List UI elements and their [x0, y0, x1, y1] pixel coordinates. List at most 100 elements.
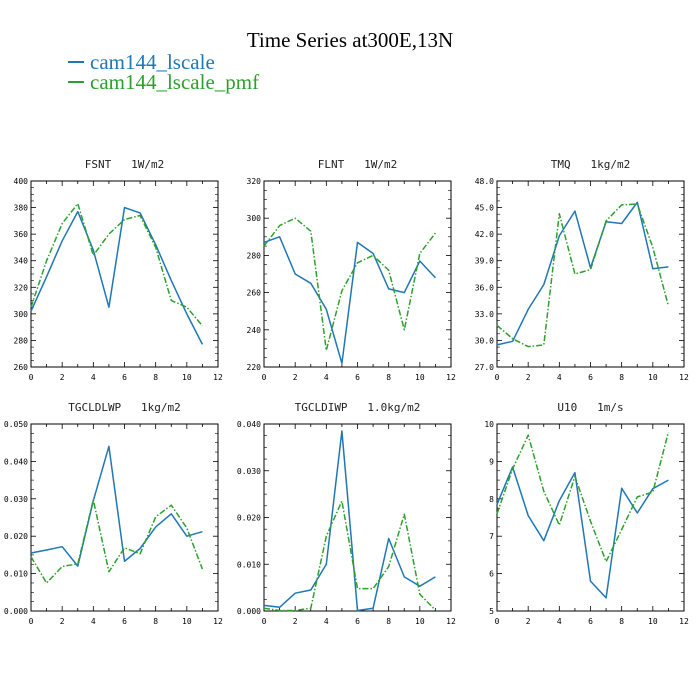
y-tick-label: 260 — [247, 289, 262, 298]
plot-frame — [263, 423, 452, 612]
y-tick-label: 9 — [489, 457, 494, 466]
series-line-lscale — [496, 466, 669, 599]
y-tick-label: 320 — [247, 177, 262, 186]
y-tick-label: 0.000 — [4, 607, 28, 616]
y-tick-label: 0.030 — [4, 495, 28, 504]
y-tick-label: 300 — [247, 214, 262, 223]
y-tick-label: 30.0 — [475, 336, 494, 345]
x-tick-label: 10 — [648, 617, 658, 626]
x-tick-label: 8 — [153, 617, 158, 626]
page-title: Time Series at300E,13N — [246, 28, 454, 52]
x-tick-label: 0 — [29, 617, 34, 626]
series-line-lscale — [30, 206, 204, 345]
legend-item-lscale-pmf: cam144_lscale_pmf — [68, 70, 259, 94]
series-line-lscale — [30, 445, 203, 567]
plot-frame — [263, 180, 452, 368]
x-tick-label: 0 — [29, 373, 34, 382]
y-tick-label: 8 — [489, 495, 494, 504]
chart-panel-6: U10 1m/s 0 2 4 6 8 10 12 5 6 7 8 9 10 — [484, 401, 689, 626]
y-tick-label: 0.040 — [4, 457, 28, 466]
x-tick-label: 4 — [91, 617, 96, 626]
legend-label: cam144_lscale — [90, 49, 215, 74]
legend-item-lscale: cam144_lscale — [68, 50, 215, 74]
x-tick-label: 6 — [588, 617, 593, 626]
x-tick-label: 4 — [324, 617, 329, 626]
x-tick-label: 8 — [619, 373, 624, 382]
y-tick-label: 360 — [14, 230, 29, 239]
plot-frame — [30, 423, 219, 612]
series-line-lscale-pmf — [263, 217, 436, 352]
x-tick-label: 4 — [91, 373, 96, 382]
plot-frame — [496, 423, 685, 612]
y-tick-label: 5 — [489, 607, 494, 616]
x-tick-label: 2 — [293, 617, 298, 626]
chart-panel-4: TGCLDLWP 1kg/m2 0 2 4 6 8 10 12 0.000 0.010 0.020 0… — [4, 401, 223, 626]
x-tick-label: 10 — [415, 373, 425, 382]
x-tick-label: 8 — [386, 617, 391, 626]
chart-title: FLNT 1W/m2 — [318, 158, 397, 171]
y-tick-label: 300 — [14, 310, 29, 319]
legend-line-icon — [68, 81, 84, 83]
x-tick-label: 12 — [446, 617, 456, 626]
chart-title: U10 1m/s — [557, 401, 623, 414]
x-tick-label: 10 — [415, 617, 425, 626]
series-line-lscale — [263, 236, 436, 365]
chart-panel-1: FSNT 1W/m2 0 2 4 6 8 10 12 260 280 300 320 340 360 380… — [14, 158, 223, 382]
y-tick-label: 10 — [484, 420, 494, 429]
x-tick-label: 4 — [557, 373, 562, 382]
x-tick-label: 10 — [182, 373, 192, 382]
series-line-lscale-pmf — [496, 432, 670, 563]
y-tick-label: 39.0 — [475, 257, 494, 266]
plot-frame — [496, 180, 685, 368]
x-tick-label: 0 — [262, 617, 267, 626]
x-tick-label: 0 — [495, 373, 500, 382]
x-tick-label: 12 — [213, 617, 223, 626]
x-tick-label: 2 — [60, 373, 65, 382]
x-tick-label: 2 — [293, 373, 298, 382]
chart-title: TGCLDIWP 1.0kg/m2 — [295, 401, 421, 414]
chart-panel-2: FLNT 1W/m2 0 2 4 6 8 10 12 220 240 260 280 300 320 — [247, 158, 456, 382]
y-tick-label: 0.040 — [237, 420, 261, 429]
y-tick-label: 45.0 — [475, 204, 494, 213]
x-tick-label: 12 — [446, 373, 456, 382]
x-tick-label: 12 — [679, 617, 689, 626]
y-tick-label: 240 — [247, 326, 262, 335]
x-tick-label: 8 — [386, 373, 391, 382]
y-tick-label: 48.0 — [475, 177, 494, 186]
x-tick-label: 2 — [60, 617, 65, 626]
y-tick-label: 0.050 — [4, 420, 28, 429]
x-tick-label: 12 — [213, 373, 223, 382]
chart-panel-5: TGCLDIWP 1.0kg/m2 0 2 4 6 8 10 12 0.000 0.010 0.02… — [237, 401, 456, 626]
y-tick-label: 0.000 — [237, 607, 261, 616]
x-tick-label: 2 — [526, 373, 531, 382]
y-tick-label: 7 — [489, 532, 494, 541]
y-tick-label: 6 — [489, 570, 494, 579]
y-tick-label: 380 — [14, 204, 29, 213]
chart-title: TMQ 1kg/m2 — [551, 158, 630, 171]
y-tick-label: 400 — [14, 177, 29, 186]
x-tick-label: 0 — [262, 373, 267, 382]
legend-label: cam144_lscale_pmf — [90, 69, 260, 94]
x-tick-label: 10 — [648, 373, 658, 382]
series-line-lscale — [496, 201, 669, 346]
x-tick-label: 6 — [355, 373, 360, 382]
chart-panel-3: TMQ 1kg/m2 0 2 4 6 8 10 12 27.0 30.0 33.0 36.0 39.0 4… — [475, 158, 689, 382]
x-tick-label: 6 — [122, 373, 127, 382]
x-tick-label: 6 — [588, 373, 593, 382]
x-tick-label: 2 — [526, 617, 531, 626]
series-line-lscale-pmf — [30, 499, 204, 584]
series-line-lscale — [263, 430, 436, 612]
x-tick-label: 0 — [495, 617, 500, 626]
y-tick-label: 33.0 — [475, 310, 494, 319]
y-tick-label: 0.020 — [237, 514, 261, 523]
y-tick-label: 260 — [14, 363, 29, 372]
y-tick-label: 0.010 — [4, 570, 28, 579]
legend-line-icon — [68, 61, 84, 63]
y-tick-label: 280 — [14, 336, 29, 345]
x-tick-label: 8 — [153, 373, 158, 382]
x-tick-label: 6 — [122, 617, 127, 626]
chart-title: FSNT 1W/m2 — [85, 158, 164, 171]
series-line-lscale-pmf — [30, 202, 203, 327]
